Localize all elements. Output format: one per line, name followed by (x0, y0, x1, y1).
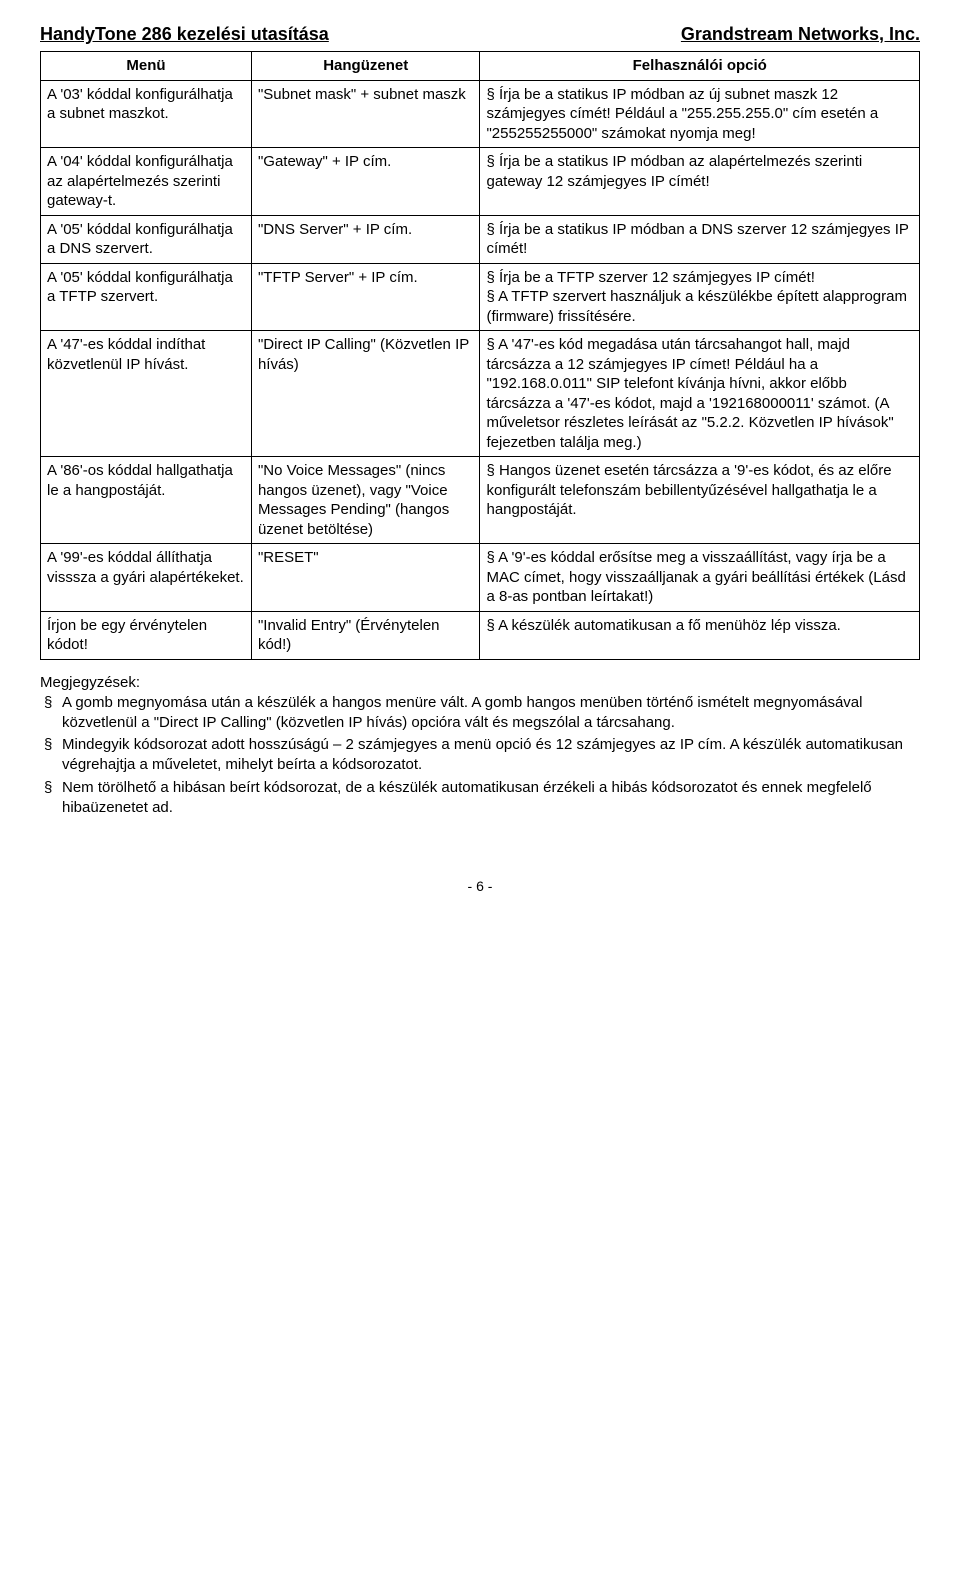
table-row: Írjon be egy érvénytelen kódot!"Invalid … (41, 611, 920, 659)
cell-option: § Írja be a statikus IP módban az alapér… (480, 148, 920, 216)
notes-item: Nem törölhető a hibásan beírt kódsorozat… (62, 778, 920, 819)
cell-option: § A '47'-es kód megadása után tárcsahang… (480, 331, 920, 457)
notes-item: A gomb megnyomása után a készülék a hang… (62, 693, 920, 734)
cell-option: § Hangos üzenet esetén tárcsázza a '9'-e… (480, 457, 920, 544)
cell-option: § Írja be a statikus IP módban az új sub… (480, 80, 920, 148)
voice-menu-table: Menü Hangüzenet Felhasználói opció A '03… (40, 51, 920, 660)
col-menu: Menü (41, 52, 252, 81)
cell-option: § Írja be a TFTP szerver 12 számjegyes I… (480, 263, 920, 331)
notes-list: A gomb megnyomása után a készülék a hang… (40, 693, 920, 819)
header-right: Grandstream Networks, Inc. (681, 24, 920, 45)
page-footer: - 6 - (40, 878, 920, 894)
col-voice: Hangüzenet (251, 52, 480, 81)
notes-section: Megjegyzések: A gomb megnyomása után a k… (40, 674, 920, 819)
table-row: A '04' kóddal konfigurálhatja az alapért… (41, 148, 920, 216)
header-left: HandyTone 286 kezelési utasítása (40, 24, 329, 45)
page-header: HandyTone 286 kezelési utasítása Grandst… (40, 24, 920, 45)
cell-voice: "No Voice Messages" (nincs hangos üzenet… (251, 457, 480, 544)
cell-voice: "Direct IP Calling" (Közvetlen IP hívás) (251, 331, 480, 457)
cell-option: § A készülék automatikusan a fő menühöz … (480, 611, 920, 659)
table-row: A '03' kóddal konfigurálhatja a subnet m… (41, 80, 920, 148)
table-row: A '86'-os kóddal hallgathatja le a hangp… (41, 457, 920, 544)
cell-voice: "DNS Server" + IP cím. (251, 215, 480, 263)
table-row: A '05' kóddal konfigurálhatja a TFTP sze… (41, 263, 920, 331)
table-row: A '99'-es kóddal állíthatja visssza a gy… (41, 544, 920, 612)
col-option: Felhasználói opció (480, 52, 920, 81)
cell-menu: A '47'-es kóddal indíthat közvetlenül IP… (41, 331, 252, 457)
cell-menu: A '86'-os kóddal hallgathatja le a hangp… (41, 457, 252, 544)
cell-voice: "Gateway" + IP cím. (251, 148, 480, 216)
cell-menu: A '04' kóddal konfigurálhatja az alapért… (41, 148, 252, 216)
notes-title: Megjegyzések: (40, 674, 920, 691)
cell-menu: A '05' kóddal konfigurálhatja a TFTP sze… (41, 263, 252, 331)
cell-voice: "Invalid Entry" (Érvénytelen kód!) (251, 611, 480, 659)
cell-menu: A '03' kóddal konfigurálhatja a subnet m… (41, 80, 252, 148)
notes-item: Mindegyik kódsorozat adott hosszúságú – … (62, 735, 920, 776)
cell-voice: "TFTP Server" + IP cím. (251, 263, 480, 331)
cell-menu: A '99'-es kóddal állíthatja visssza a gy… (41, 544, 252, 612)
cell-option: § A '9'-es kóddal erősítse meg a visszaá… (480, 544, 920, 612)
cell-menu: A '05' kóddal konfigurálhatja a DNS szer… (41, 215, 252, 263)
cell-voice: "Subnet mask" + subnet maszk (251, 80, 480, 148)
cell-menu: Írjon be egy érvénytelen kódot! (41, 611, 252, 659)
table-row: A '47'-es kóddal indíthat közvetlenül IP… (41, 331, 920, 457)
table-header-row: Menü Hangüzenet Felhasználói opció (41, 52, 920, 81)
table-row: A '05' kóddal konfigurálhatja a DNS szer… (41, 215, 920, 263)
cell-voice: "RESET" (251, 544, 480, 612)
cell-option: § Írja be a statikus IP módban a DNS sze… (480, 215, 920, 263)
